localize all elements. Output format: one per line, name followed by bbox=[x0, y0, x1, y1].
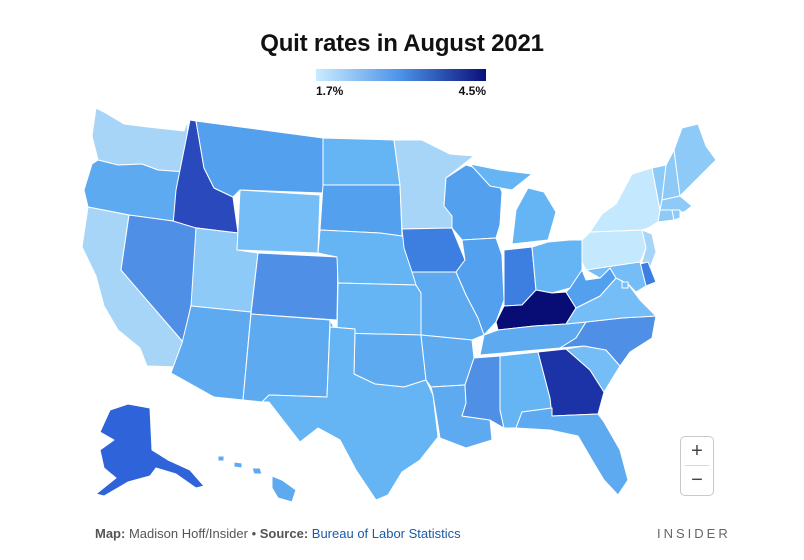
state-KS[interactable] bbox=[336, 282, 422, 336]
legend-gradient-bar bbox=[316, 69, 486, 81]
credit-separator: • bbox=[247, 526, 260, 541]
state-MT[interactable] bbox=[195, 120, 324, 198]
us-choropleth-map bbox=[81, 107, 717, 503]
zoom-divider bbox=[685, 465, 709, 466]
state-AR[interactable] bbox=[420, 334, 475, 388]
zoom-in-button[interactable]: + bbox=[691, 440, 703, 462]
legend-max-label: 4.5% bbox=[458, 84, 486, 98]
map-credit-name: Madison Hoff/Insider bbox=[128, 526, 248, 541]
state-RI[interactable] bbox=[671, 209, 681, 221]
state-NM[interactable] bbox=[242, 313, 331, 403]
zoom-out-button[interactable]: − bbox=[691, 469, 703, 491]
source-label: Source: bbox=[259, 526, 309, 541]
state-ND[interactable] bbox=[322, 137, 401, 186]
legend-min-label: 1.7% bbox=[316, 84, 344, 98]
map-credit-label: Map: bbox=[95, 526, 126, 541]
state-AK[interactable] bbox=[95, 403, 205, 497]
state-TX[interactable] bbox=[261, 326, 439, 501]
state-WY[interactable] bbox=[236, 189, 321, 254]
state-CT[interactable] bbox=[657, 209, 675, 223]
state-HI[interactable] bbox=[217, 455, 297, 503]
source-link[interactable]: Bureau of Labor Statistics bbox=[311, 526, 461, 541]
state-MI[interactable] bbox=[469, 163, 557, 245]
state-IA[interactable] bbox=[401, 227, 466, 273]
color-legend: 1.7% 4.5% bbox=[316, 69, 486, 99]
state-CO[interactable] bbox=[250, 252, 339, 321]
state-SD[interactable] bbox=[319, 184, 403, 237]
map-title: Quit rates in August 2021 bbox=[260, 30, 544, 57]
insider-logo: INSIDER bbox=[657, 526, 731, 541]
state-ME[interactable] bbox=[673, 123, 717, 197]
zoom-control: + − bbox=[680, 436, 714, 496]
state-FL[interactable] bbox=[515, 407, 629, 496]
state-DC[interactable] bbox=[621, 281, 629, 289]
state-NY[interactable] bbox=[589, 167, 661, 233]
state-NC[interactable] bbox=[559, 315, 657, 367]
credit-line: Map: Madison Hoff/Insider • Source: Bure… bbox=[95, 526, 461, 541]
